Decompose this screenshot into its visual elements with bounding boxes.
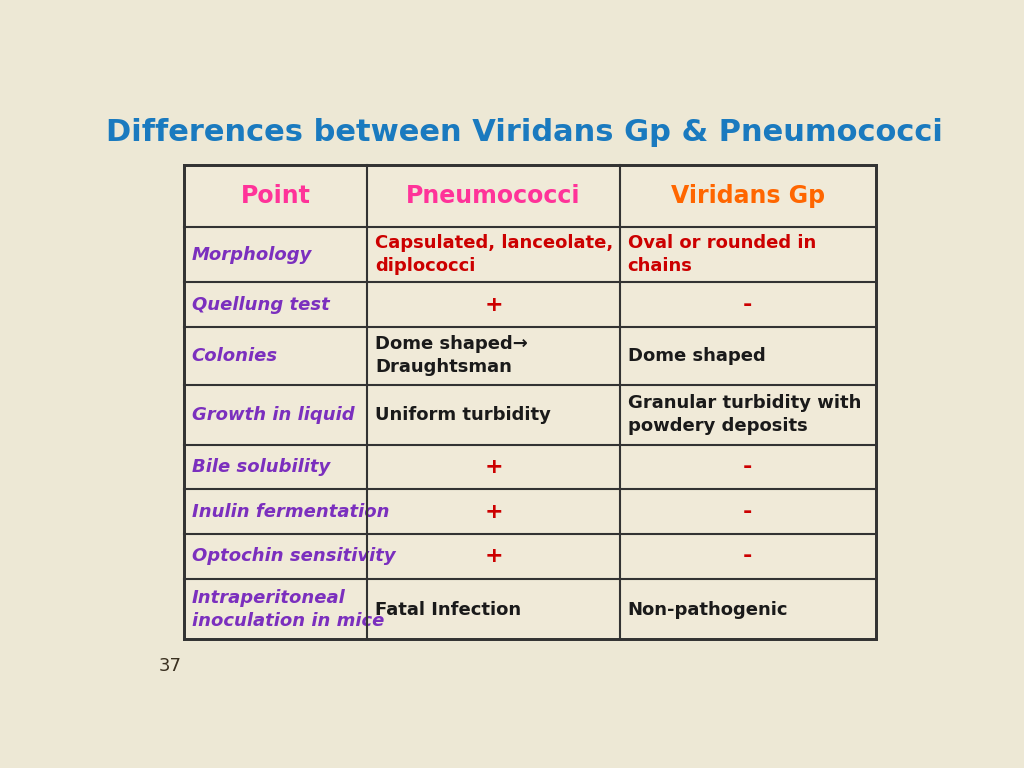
Text: 37: 37: [159, 657, 182, 675]
Text: Colonies: Colonies: [191, 347, 278, 365]
Text: +: +: [484, 502, 503, 521]
Text: Intraperitoneal
inoculation in mice: Intraperitoneal inoculation in mice: [191, 589, 384, 630]
Text: -: -: [743, 457, 753, 477]
Text: Dome shaped→
Draughtsman: Dome shaped→ Draughtsman: [375, 336, 527, 376]
Text: Oval or rounded in
chains: Oval or rounded in chains: [628, 234, 816, 275]
Text: Non-pathogenic: Non-pathogenic: [628, 601, 788, 618]
Text: Granular turbidity with
powdery deposits: Granular turbidity with powdery deposits: [628, 394, 861, 435]
Text: Point: Point: [241, 184, 310, 208]
Text: Dome shaped: Dome shaped: [628, 347, 765, 365]
Text: -: -: [743, 295, 753, 315]
Text: Bile solubility: Bile solubility: [191, 458, 330, 476]
Text: Differences between Viridans Gp & Pneumococci: Differences between Viridans Gp & Pneumo…: [106, 118, 943, 147]
Text: Morphology: Morphology: [191, 246, 312, 263]
Text: +: +: [484, 295, 503, 315]
Bar: [183, 165, 876, 639]
Text: Viridans Gp: Viridans Gp: [671, 184, 825, 208]
Text: Pneumococci: Pneumococci: [407, 184, 581, 208]
Text: +: +: [484, 457, 503, 477]
Text: -: -: [743, 502, 753, 521]
Text: Growth in liquid: Growth in liquid: [191, 406, 354, 424]
Text: Fatal Infection: Fatal Infection: [375, 601, 521, 618]
Text: Uniform turbidity: Uniform turbidity: [375, 406, 551, 424]
Text: Capsulated, lanceolate,
diplococci: Capsulated, lanceolate, diplococci: [375, 234, 613, 275]
Text: Optochin sensitivity: Optochin sensitivity: [191, 548, 395, 565]
Text: Quellung test: Quellung test: [191, 296, 330, 313]
Text: +: +: [484, 547, 503, 567]
Text: -: -: [743, 547, 753, 567]
Text: Inulin fermentation: Inulin fermentation: [191, 503, 389, 521]
